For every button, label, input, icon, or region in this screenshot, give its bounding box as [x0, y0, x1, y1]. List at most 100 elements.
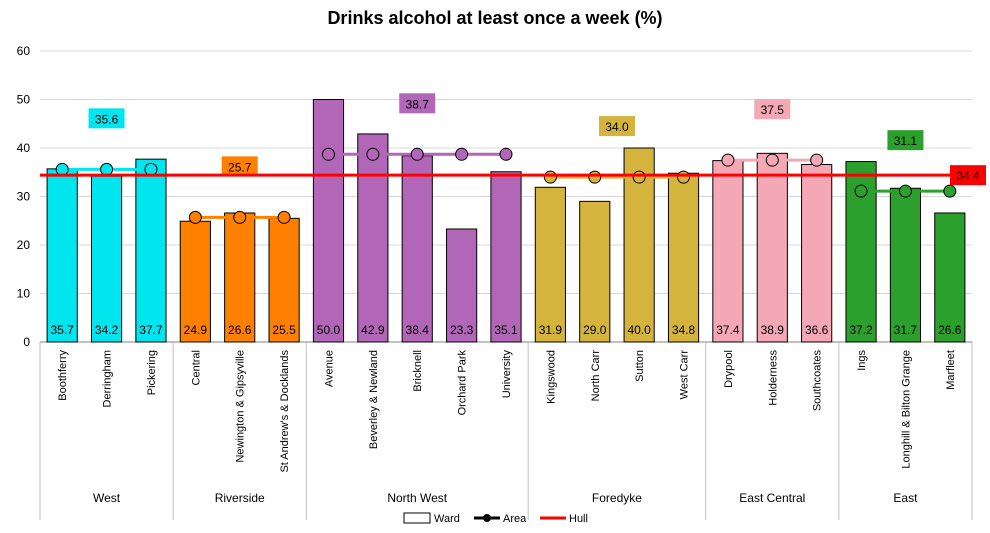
y-tick-label: 60	[17, 44, 31, 58]
area-marker	[765, 153, 779, 167]
group-category-label: Foredyke	[592, 491, 642, 505]
ward-category-label: Kingswood	[545, 350, 557, 404]
area-label-box	[887, 130, 924, 151]
ward-category-label: Ings	[856, 350, 868, 371]
chart-title: Drinks alcohol at least once a week (%)	[327, 8, 663, 28]
area-marker	[543, 170, 557, 184]
ward-bar	[401, 155, 433, 343]
ward-bar	[179, 220, 211, 343]
area-label-box	[399, 93, 436, 114]
ward-category-label: Avenue	[323, 350, 335, 387]
ward-value-label: 23.3	[450, 323, 474, 337]
ward-bar	[46, 168, 78, 343]
area-value-label: 37.5	[761, 103, 785, 117]
ward-bar	[490, 171, 522, 343]
ward-category-label: Beverley & Newland	[368, 350, 380, 449]
ward-value-label: 25.5	[272, 323, 296, 337]
area-marker	[321, 147, 335, 161]
ward-value-label: 37.2	[849, 323, 873, 337]
area-marker	[898, 184, 912, 198]
ward-category-label: Boothferry	[57, 350, 69, 401]
ward-value-label: 40.0	[627, 323, 651, 337]
ward-value-label: 31.9	[539, 323, 563, 337]
ward-category-label: Bricknell	[412, 350, 424, 392]
area-value-label: 25.7	[228, 160, 252, 174]
area-value-label: 34.0	[605, 120, 629, 134]
ward-bar	[667, 172, 700, 343]
ward-value-label: 37.7	[139, 323, 163, 337]
y-tick-label: 40	[17, 141, 31, 155]
ward-value-label: 38.9	[761, 323, 785, 337]
legend-hull-label: Hull	[569, 513, 588, 525]
area-value-label: 38.7	[406, 97, 430, 111]
ward-value-label: 36.6	[805, 323, 829, 337]
ward-category-label: Derringham	[102, 350, 114, 407]
area-marker	[55, 162, 69, 176]
y-tick-label: 10	[17, 287, 31, 301]
area-marker	[366, 147, 380, 161]
y-tick-label: 50	[17, 93, 31, 107]
group-category-label: East Central	[739, 491, 805, 505]
ward-bar	[268, 217, 300, 343]
ward-value-label: 35.7	[51, 323, 75, 337]
ward-value-label: 35.1	[494, 323, 518, 337]
y-tick-label: 30	[17, 190, 31, 204]
ward-category-label: Marfleet	[945, 350, 957, 390]
area-label-box	[754, 99, 791, 120]
area-marker	[588, 170, 602, 184]
ward-category-label: University	[501, 350, 513, 399]
ward-bar	[801, 163, 833, 343]
area-marker	[721, 153, 735, 167]
group-category-label: North West	[387, 491, 447, 505]
ward-value-label: 31.7	[894, 323, 918, 337]
ward-category-label: North Carr	[590, 350, 602, 402]
group-category-label: Riverside	[215, 491, 265, 505]
ward-category-label: Holderness	[767, 350, 779, 406]
group-category-label: East	[893, 491, 918, 505]
area-marker	[144, 162, 158, 176]
area-marker	[499, 147, 513, 161]
ward-category-label: Pickering	[146, 350, 158, 395]
ward-value-label: 50.0	[317, 323, 341, 337]
ward-value-label: 26.6	[938, 323, 962, 337]
area-marker	[233, 210, 247, 224]
area-marker	[277, 210, 291, 224]
ward-category-label: Sutton	[634, 350, 646, 382]
area-marker	[943, 184, 957, 198]
y-tick-label: 0	[23, 335, 30, 349]
ward-category-label: Longhill & Bilton Grange	[900, 350, 912, 469]
ward-category-label: Central	[190, 350, 202, 385]
area-marker	[100, 162, 114, 176]
ward-bar	[534, 186, 566, 343]
ward-value-label: 34.2	[95, 323, 119, 337]
ward-bar	[312, 99, 345, 343]
area-label-box	[221, 156, 258, 177]
area-marker	[810, 153, 824, 167]
hull-value-label: 34.4	[956, 169, 980, 183]
ward-bar	[756, 152, 788, 343]
ward-category-label: Newington & Gipsyville	[235, 350, 247, 463]
ward-value-label: 24.9	[184, 323, 208, 337]
ward-bar	[90, 175, 123, 343]
area-marker	[455, 147, 469, 161]
ward-category-label: Orchard Park	[457, 350, 469, 416]
area-marker	[632, 170, 646, 184]
area-value-label: 35.6	[95, 112, 119, 126]
group-category-label: West	[93, 491, 121, 505]
y-tick-label: 20	[17, 238, 31, 252]
ward-bar	[357, 133, 389, 343]
ward-category-label: Southcoates	[812, 350, 824, 412]
ward-category-label: West Carr	[679, 350, 691, 400]
area-marker	[188, 210, 202, 224]
ward-bar	[135, 158, 167, 343]
area-marker	[677, 170, 691, 184]
legend-area-marker	[483, 514, 491, 522]
area-label-box	[88, 108, 125, 129]
area-label-box	[598, 116, 635, 137]
ward-bar	[712, 160, 744, 343]
area-value-label: 31.1	[894, 134, 918, 148]
ward-value-label: 37.4	[716, 323, 740, 337]
ward-value-label: 29.0	[583, 323, 607, 337]
